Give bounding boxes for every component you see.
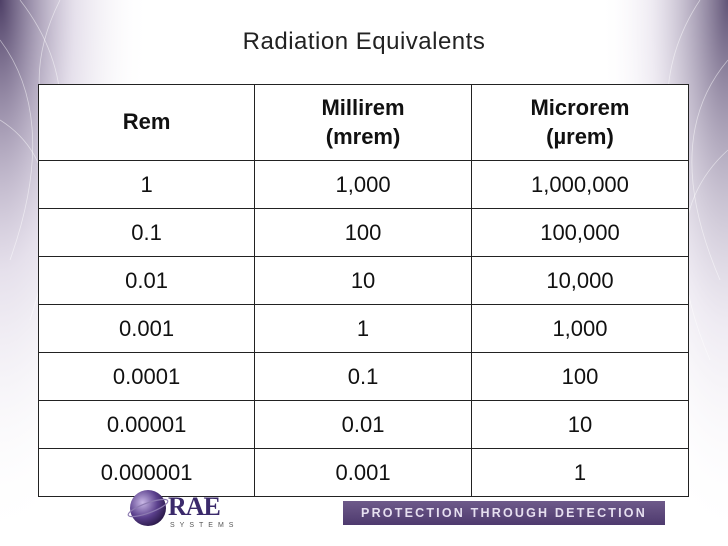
rae-logo-icon [127,490,169,526]
table-row: 1 1,000 1,000,000 [37,160,690,209]
cell-microrem: 1,000 [470,304,690,353]
cell-microrem: 100,000 [470,208,690,257]
header-microrem-label: Microrem (µrem) [530,94,630,149]
table-row: 0.001 1 1,000 [37,304,690,353]
cell-millirem: 1 [254,304,472,353]
cell-rem: 0.0001 [37,352,256,401]
cell-microrem: 100 [470,352,690,401]
cell-rem: 0.01 [37,256,256,305]
cell-rem: 0.001 [37,304,256,353]
radiation-equivalents-table: Rem Millirem (mrem) Microrem (µrem) 1 1,… [37,84,690,497]
table-header-row: Rem Millirem (mrem) Microrem (µrem) [37,84,690,161]
tagline-banner: PROTECTION THROUGH DETECTION [343,501,665,525]
table-row: 0.0001 0.1 100 [37,352,690,401]
cell-rem: 1 [37,160,256,209]
cell-millirem: 10 [254,256,472,305]
logo-subtext: SYSTEMS [170,522,239,529]
cell-microrem: 10 [470,400,690,449]
slide-title: Radiation Equivalents [242,28,486,55]
header-millirem-label: Millirem (mrem) [321,94,405,149]
table-row: 0.01 10 10,000 [37,256,690,305]
cell-millirem: 100 [254,208,472,257]
cell-millirem: 0.01 [254,400,472,449]
cell-millirem: 1,000 [254,160,472,209]
table-row: 0.1 100 100,000 [37,208,690,257]
logo-wordmark: RAE [168,492,221,521]
cell-microrem: 1 [470,448,690,497]
cell-millirem: 0.001 [254,448,472,497]
header-rem: Rem [37,84,256,161]
cell-microrem: 1,000,000 [470,160,690,209]
cell-microrem: 10,000 [470,256,690,305]
table-row: 0.00001 0.01 10 [37,400,690,449]
cell-millirem: 0.1 [254,352,472,401]
cell-rem: 0.00001 [37,400,256,449]
header-microrem: Microrem (µrem) [470,84,690,161]
cell-rem: 0.1 [37,208,256,257]
header-millirem: Millirem (mrem) [254,84,472,161]
